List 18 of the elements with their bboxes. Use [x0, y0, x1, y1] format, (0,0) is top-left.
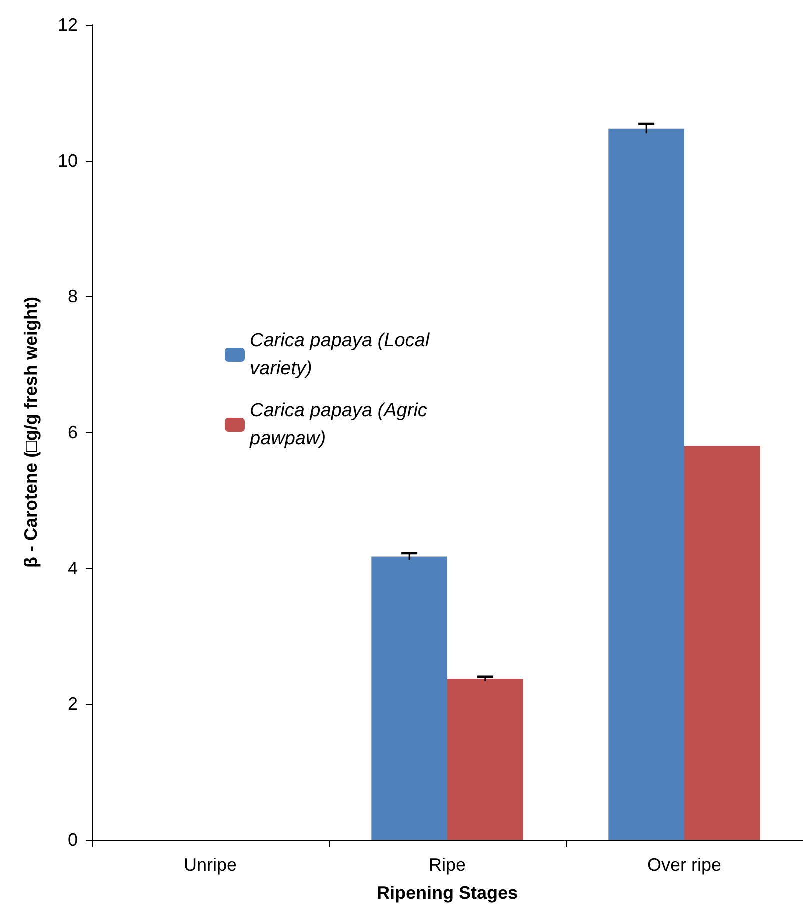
- bar: [684, 446, 760, 840]
- bar: [372, 556, 448, 840]
- y-tick-label: 6: [68, 422, 78, 442]
- y-tick-label: 12: [58, 15, 78, 35]
- x-tick-label: Unripe: [184, 855, 238, 875]
- legend-label: Carica papaya (Agric pawpaw): [249, 400, 433, 450]
- y-tick-label: 10: [58, 150, 78, 171]
- legend-label: Carica papaya (Local variety): [250, 330, 435, 380]
- bar: [608, 128, 684, 840]
- y-tick-label: 8: [68, 286, 78, 307]
- y-axis-title: β - Carotene (□g/g fresh weight): [21, 297, 41, 568]
- bar: [448, 679, 524, 840]
- x-tick-label: Ripe: [428, 855, 466, 875]
- x-axis-title: Ripening Stages: [376, 883, 518, 903]
- y-tick-label: 2: [68, 694, 78, 714]
- y-tick-label: 0: [68, 830, 78, 850]
- y-tick-label: 4: [68, 558, 78, 578]
- x-tick-label: Over ripe: [647, 855, 722, 875]
